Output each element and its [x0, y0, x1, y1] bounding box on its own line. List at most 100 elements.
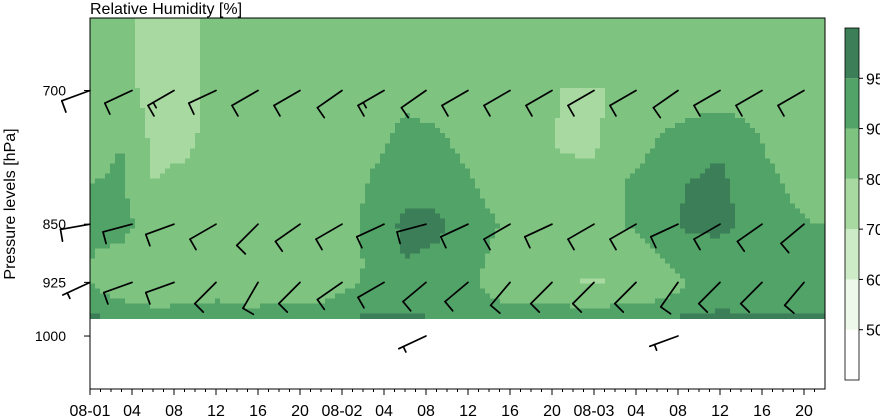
wind-barb: [277, 281, 301, 313]
colorbar-swatch: [845, 78, 859, 129]
x-tick-label: 08: [669, 403, 687, 418]
wind-barb: [357, 89, 385, 117]
x-tick-label: 04: [123, 403, 141, 418]
wind-barb: [483, 223, 511, 251]
x-tick-label: 08-02: [322, 403, 363, 418]
wind-barb: [736, 223, 763, 253]
wind-barb: [777, 89, 805, 117]
wind-barb: [274, 223, 301, 253]
x-tick-label: 12: [459, 403, 477, 418]
wind-barb: [659, 281, 679, 315]
wind-barb: [444, 281, 469, 312]
wind-barb: [783, 281, 805, 314]
wind-barb: [402, 281, 427, 312]
wind-barb: [357, 281, 385, 309]
colorbar-label: 95: [866, 71, 880, 88]
wind-barb: [147, 89, 175, 117]
wind-barb: [187, 89, 217, 115]
colorbar: 50 60 70 80 90 95: [844, 27, 880, 381]
wind-barb: [609, 223, 637, 251]
wind-barb: [693, 223, 721, 251]
wind-barb: [397, 335, 427, 353]
wind-barb: [525, 89, 553, 117]
y-tick-label: 700: [43, 83, 67, 99]
wind-barb: [189, 223, 217, 251]
wind-barb: [571, 281, 595, 313]
colorbar-swatch: [845, 178, 859, 230]
wind-barb: [489, 281, 511, 314]
x-tick-label: 12: [207, 403, 225, 418]
x-tick-label: 16: [501, 403, 519, 418]
x-tick-label: 08: [417, 403, 435, 418]
y-tick-label: 1000: [35, 328, 66, 344]
wind-barb: [523, 223, 553, 249]
wind-barb: [529, 281, 553, 313]
x-tick-label: 20: [291, 403, 309, 418]
colorbar-swatch: [845, 279, 859, 330]
wind-barb: [59, 223, 91, 243]
surface-rh-spike: [681, 318, 688, 319]
x-tick-label: 08-01: [70, 403, 111, 418]
y-axis-label: Pressure levels [hPa]: [2, 128, 19, 279]
wind-barb: [396, 223, 427, 245]
rh-contour-field: [90, 18, 825, 319]
wind-barb: [144, 223, 175, 247]
y-axis: 700 850 925 1000: [35, 83, 90, 344]
wind-barbs: [59, 89, 805, 353]
wind-barb: [609, 89, 637, 117]
wind-barb: [102, 281, 133, 305]
wind-barb: [735, 89, 763, 117]
colorbar-label: 80: [866, 172, 880, 189]
y-tick-label: 850: [43, 216, 67, 232]
chart-title: Relative Humidity [%]: [90, 1, 242, 18]
colorbar-label: 70: [866, 222, 880, 239]
colorbar-swatch: [845, 329, 859, 380]
wind-barb: [567, 223, 595, 251]
colorbar-frame: [844, 27, 860, 381]
x-tick-label: 04: [375, 403, 393, 418]
wind-barb: [780, 223, 805, 254]
wind-barb: [355, 223, 385, 249]
wind-barb: [400, 89, 427, 119]
wind-barb: [315, 223, 343, 251]
colorbar-label: 60: [866, 272, 880, 289]
x-tick-label: 16: [249, 403, 267, 418]
colorbar-swatch: [845, 28, 859, 79]
x-tick-label: 04: [627, 403, 645, 418]
wind-barb: [652, 89, 679, 119]
wind-barb: [567, 89, 595, 117]
wind-barb: [242, 281, 259, 316]
wind-barb: [649, 223, 679, 249]
wind-barb: [739, 281, 763, 313]
colorbar-label: 50: [866, 323, 880, 340]
colorbar-swatch: [845, 128, 859, 179]
x-axis: 08-01 04 08 12 16 20 08-02 04 08 12 16 20 08-03 04 08 1…: [70, 389, 815, 418]
wind-barb: [441, 89, 469, 117]
wind-barb: [648, 335, 679, 352]
colorbar-label: 90: [866, 122, 880, 139]
x-tick-label: 20: [543, 403, 561, 418]
wind-barb: [483, 89, 511, 117]
colorbar-swatch: [845, 229, 859, 280]
wind-barb: [316, 281, 343, 311]
wind-barb: [61, 281, 91, 300]
wind-barb: [235, 223, 259, 255]
wind-barb: [193, 281, 217, 313]
wind-barb: [60, 89, 91, 113]
wind-barb: [231, 89, 259, 117]
wind-barb: [697, 281, 721, 313]
wind-barb: [693, 89, 721, 117]
x-tick-label: 08-03: [574, 403, 615, 418]
y-tick-label: 925: [43, 274, 67, 290]
wind-barb: [273, 89, 301, 117]
wind-barb: [439, 223, 469, 249]
x-tick-label: 16: [753, 403, 771, 418]
x-tick-label: 08: [165, 403, 183, 418]
wind-barb: [103, 89, 133, 115]
wind-barb: [102, 223, 133, 245]
wind-barb: [613, 281, 637, 313]
wind-barb: [316, 89, 343, 119]
x-tick-label: 12: [711, 403, 729, 418]
x-tick-label: 20: [795, 403, 813, 418]
